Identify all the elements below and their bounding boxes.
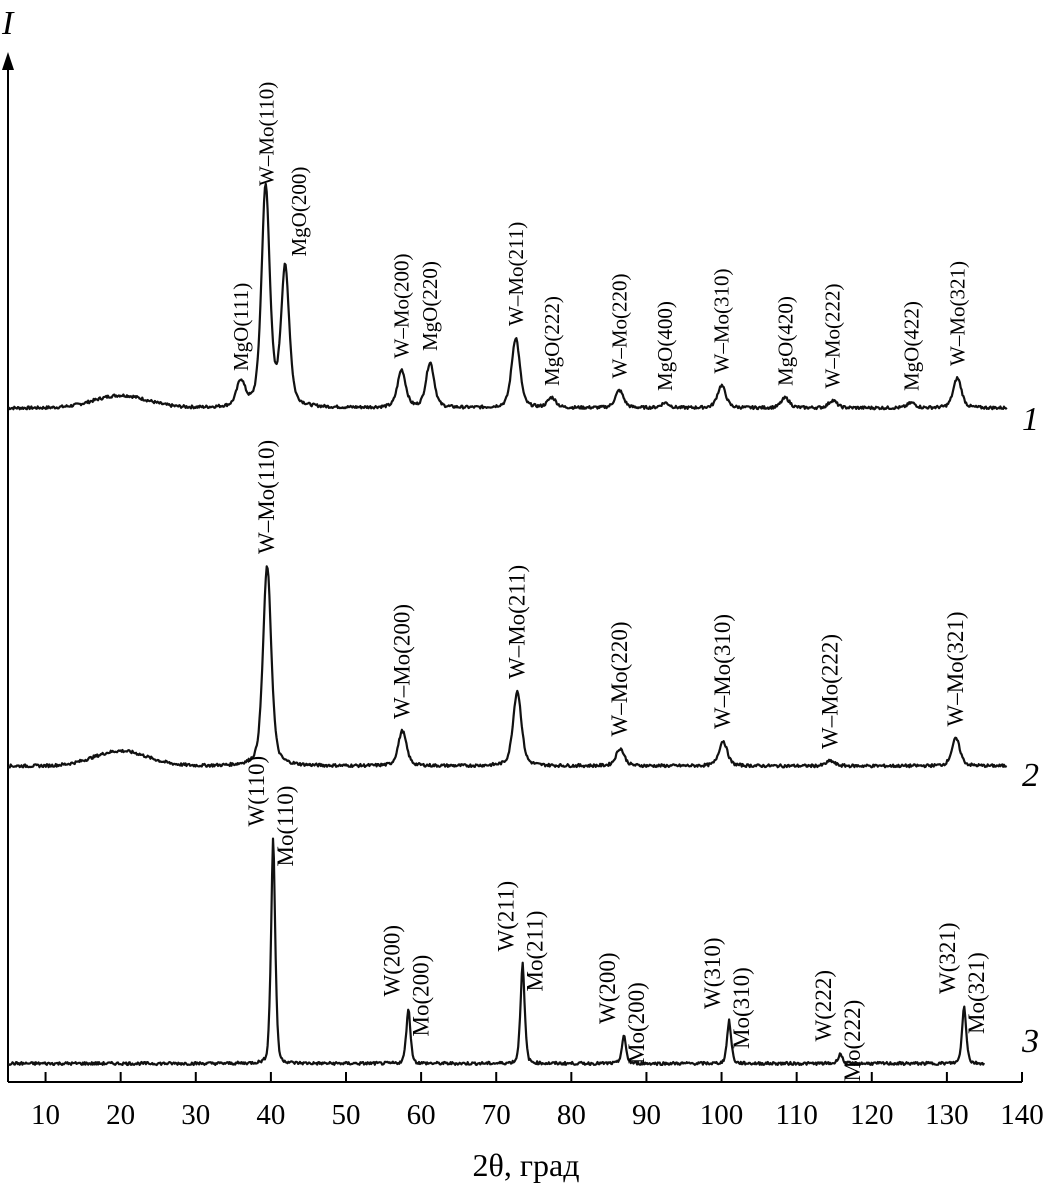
series-3-number: 3 [1021, 1023, 1039, 1060]
peak-label: W–Mo(310) [710, 614, 735, 729]
peak-label: W–Mo(200) [390, 254, 414, 359]
peak-label: MgO(422) [900, 301, 924, 391]
peak-label: W–Mo(200) [389, 604, 414, 719]
peak-label: W(211) [494, 881, 519, 952]
x-tick-label: 80 [557, 1099, 586, 1131]
x-tick-label: 120 [850, 1099, 894, 1131]
peak-label: MgO(400) [653, 301, 677, 391]
x-tick-label: 70 [482, 1099, 511, 1131]
series-3-curve [7, 837, 986, 1067]
peak-label: W(200) [379, 925, 404, 997]
peak-label: Mo(321) [964, 952, 989, 1034]
x-ticks: 10 20 30 40 50 60 70 80 90 100 110 120 130 140 [31, 1072, 1044, 1131]
series-2-number: 2 [1022, 757, 1039, 794]
axes: I 2θ, град [1, 5, 1022, 1183]
x-tick-label: 130 [925, 1099, 969, 1131]
peak-label: W(321) [935, 922, 960, 994]
peak-label: W(222) [811, 970, 836, 1042]
peak-label: W(110) [244, 756, 269, 827]
peak-label: MgO(222) [540, 296, 564, 386]
peak-label: W–Mo(211) [504, 222, 528, 326]
x-tick-label: 20 [106, 1099, 135, 1131]
peak-label: W–Mo(211) [504, 565, 529, 679]
peak-label: W–Mo(110) [254, 440, 279, 554]
peak-label: W–Mo(321) [945, 261, 969, 366]
x-tick-label: 30 [181, 1099, 210, 1131]
peak-label: W–Mo(222) [818, 634, 843, 749]
peak-label: Mo(310) [729, 967, 754, 1049]
peak-label: W(310) [700, 937, 725, 1009]
series-1-curve [7, 182, 1008, 411]
series-2-curve [7, 565, 1008, 769]
peak-label: Mo(200) [408, 955, 433, 1037]
x-tick-label: 40 [256, 1099, 285, 1131]
x-tick-label: 50 [332, 1099, 361, 1131]
x-tick-label: 140 [1000, 1099, 1044, 1131]
x-tick-label: 110 [775, 1099, 817, 1131]
peak-labels: MgO(111)W–Mo(110)MgO(200)W–Mo(200) MgO(22… [229, 82, 989, 1082]
peak-label: W–Mo(310) [710, 269, 734, 374]
x-tick-label: 100 [700, 1099, 744, 1131]
x-tick-label: 90 [632, 1099, 661, 1131]
x-tick-label: 10 [31, 1099, 60, 1131]
peak-label: Mo(200) [624, 982, 649, 1064]
peak-label: Mo(211) [523, 911, 548, 992]
peak-label: W–Mo(110) [255, 82, 279, 186]
peak-label: W(200) [595, 952, 620, 1024]
y-axis-arrow [2, 52, 14, 70]
series-group: 1 2 3 [7, 182, 1039, 1067]
peak-label: W–Mo(220) [607, 622, 632, 737]
peak-label: W–Mo(321) [943, 612, 968, 727]
x-tick-label: 60 [407, 1099, 436, 1131]
peak-label: MgO(111) [229, 283, 253, 371]
peak-label: Mo(222) [840, 1000, 865, 1082]
peak-label: W–Mo(222) [821, 284, 845, 389]
peak-label: MgO(220) [418, 261, 442, 351]
peak-label: MgO(200) [287, 167, 311, 257]
series-1-number: 1 [1022, 401, 1039, 438]
peak-label: MgO(420) [773, 296, 797, 386]
peak-label: W–Mo(220) [607, 274, 631, 379]
x-axis-title: 2θ, град [473, 1147, 580, 1183]
peak-label: Mo(110) [273, 786, 298, 867]
y-axis-title: I [1, 5, 15, 42]
